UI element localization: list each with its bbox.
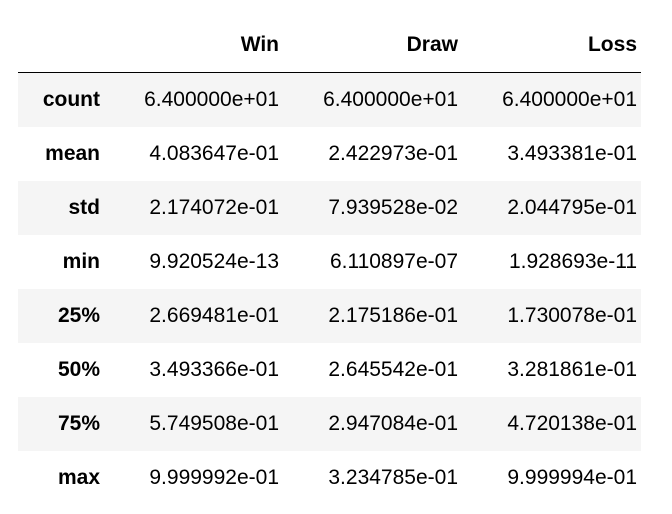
table-cell: 3.493366e-01	[149, 357, 279, 381]
table-cell: 2.645542e-01	[328, 357, 458, 381]
column-header-win: Win	[104, 18, 283, 73]
row-label: 75%	[57, 411, 100, 435]
table-cell: 2.669481e-01	[149, 303, 279, 327]
column-header-loss: Loss	[462, 18, 641, 73]
table-row: 25% 2.669481e-01 2.175186e-01 1.730078e-…	[18, 288, 641, 343]
table-cell: 6.400000e+01	[502, 87, 637, 111]
table-cell: 3.493381e-01	[507, 141, 637, 165]
row-label: min	[62, 249, 100, 273]
row-label: 25%	[57, 303, 100, 327]
column-header-draw: Draw	[283, 18, 462, 73]
table-cell: 6.400000e+01	[323, 87, 458, 111]
table-cell: 2.175186e-01	[328, 303, 458, 327]
table-row: 75% 5.749508e-01 2.947084e-01 4.720138e-…	[18, 396, 641, 451]
table-cell: 1.928693e-11	[508, 249, 637, 273]
table-cell: 7.939528e-02	[328, 195, 458, 219]
table-cell: 3.281861e-01	[507, 357, 637, 381]
row-label: mean	[45, 141, 100, 165]
table-cell: 2.422973e-01	[328, 141, 458, 165]
index-header	[18, 18, 104, 73]
table-cell: 9.999992e-01	[149, 465, 279, 489]
table-cell: 4.720138e-01	[507, 411, 637, 435]
table-cell: 5.749508e-01	[149, 411, 279, 435]
dataframe-output: Win Draw Loss count 6.400000e+01 6.40000…	[18, 18, 641, 505]
table-cell: 9.999994e-01	[507, 465, 637, 489]
table-cell: 2.044795e-01	[507, 195, 637, 219]
table-cell: 9.920524e-13	[149, 249, 279, 273]
row-label: max	[57, 465, 100, 489]
table-row: 50% 3.493366e-01 2.645542e-01 3.281861e-…	[18, 343, 641, 397]
row-label: 50%	[57, 357, 100, 381]
table-cell: 6.110897e-07	[329, 249, 458, 273]
header-row: Win Draw Loss	[18, 18, 641, 73]
describe-table: Win Draw Loss count 6.400000e+01 6.40000…	[18, 18, 641, 505]
table-cell: 2.174072e-01	[149, 195, 279, 219]
table-row: mean 4.083647e-01 2.422973e-01 3.493381e…	[18, 127, 641, 181]
table-row: min 9.920524e-13 6.110897e-07 1.928693e-…	[18, 235, 641, 289]
table-cell: 2.947084e-01	[328, 411, 458, 435]
table-cell: 3.234785e-01	[328, 465, 458, 489]
row-label: std	[68, 195, 101, 219]
row-label: count	[42, 87, 100, 111]
table-cell: 6.400000e+01	[144, 87, 279, 111]
table-cell: 1.730078e-01	[507, 303, 637, 327]
table-row: std 2.174072e-01 7.939528e-02 2.044795e-…	[18, 180, 641, 235]
table-cell: 4.083647e-01	[149, 141, 279, 165]
table-row: max 9.999992e-01 3.234785e-01 9.999994e-…	[18, 451, 641, 505]
table-row: count 6.400000e+01 6.400000e+01 6.400000…	[18, 72, 641, 127]
